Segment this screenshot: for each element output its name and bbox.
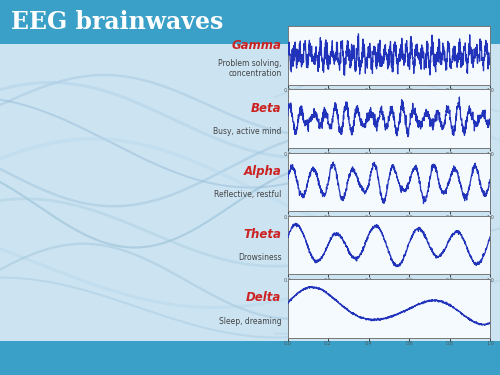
Text: Sleep, dreaming: Sleep, dreaming [219, 316, 282, 326]
Text: Alpha: Alpha [244, 165, 282, 178]
Bar [0, 44, 500, 341]
Text: Problem solving,
concentration: Problem solving, concentration [218, 59, 282, 78]
Text: EEG brainwaves: EEG brainwaves [11, 10, 224, 34]
Text: Beta: Beta [251, 102, 282, 115]
Bar [0, 341, 500, 375]
Text: Reflective, restful: Reflective, restful [214, 190, 282, 199]
Text: Gamma: Gamma [232, 39, 281, 51]
Text: Theta: Theta [244, 228, 282, 241]
Text: Busy, active mind: Busy, active mind [213, 127, 282, 136]
Bar [0, 0, 500, 44]
Text: Delta: Delta [246, 291, 282, 304]
Text: Drowsiness: Drowsiness [238, 254, 282, 262]
